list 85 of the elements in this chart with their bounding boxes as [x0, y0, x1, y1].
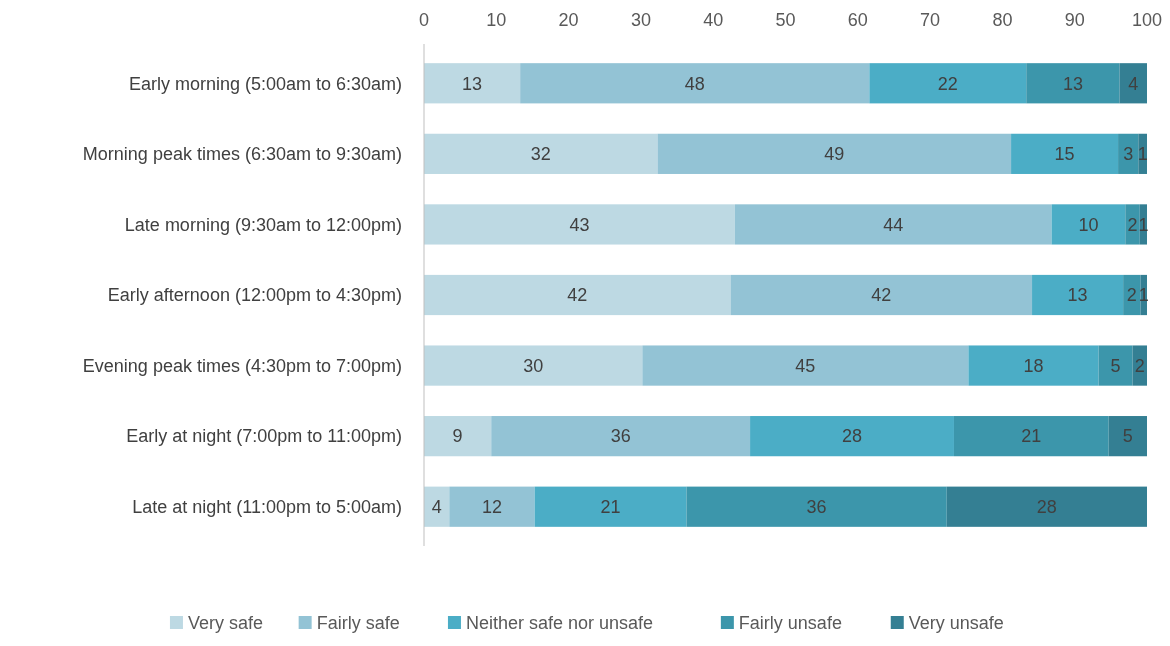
legend-label: Very safe [187, 613, 263, 634]
legend-label: Neither safe nor unsafe [465, 613, 654, 634]
y-tick-label: Early afternoon (12:00pm to 4:30pm) [107, 285, 402, 306]
data-label: 42 [567, 285, 588, 306]
x-tick-label: 100 [1131, 10, 1163, 30]
legend-label: Fairly unsafe [738, 613, 842, 634]
x-tick-label: 20 [558, 10, 579, 30]
x-tick-label: 50 [775, 10, 796, 30]
bar [491, 416, 751, 457]
bar [1108, 416, 1147, 457]
data-label: 28 [842, 426, 863, 447]
data-label: 32 [530, 144, 551, 165]
data-label: 36 [806, 497, 827, 518]
bar [424, 133, 658, 174]
bar [424, 274, 731, 316]
bar [750, 416, 954, 457]
bar [424, 63, 521, 104]
legend-label: Fairly safe [316, 613, 400, 634]
data-label: 43 [569, 214, 590, 235]
y-tick-label: Evening peak times (4:30pm to 7:00pm) [82, 355, 402, 376]
bar [730, 274, 1033, 316]
data-label: 13 [1067, 285, 1088, 306]
bar [869, 63, 1027, 104]
data-label: 42 [871, 285, 892, 306]
data-label: 1 [1137, 144, 1148, 165]
y-tick-label: Late at night (11:00pm to 5:00am) [132, 497, 402, 518]
bar [953, 416, 1109, 457]
data-label: 2 [1134, 355, 1145, 376]
data-label: 5 [1110, 355, 1121, 376]
data-label: 22 [937, 73, 958, 94]
data-label: 2 [1127, 214, 1138, 235]
data-label: 21 [600, 497, 621, 518]
bar [734, 204, 1052, 245]
y-tick-label: Morning peak times (6:30am to 9:30am) [82, 144, 402, 165]
bar [534, 486, 687, 527]
bar [1011, 133, 1119, 174]
data-label: 10 [1078, 214, 1099, 235]
bar [1032, 274, 1124, 316]
bar [520, 63, 870, 104]
x-tick-label: 10 [486, 10, 507, 30]
x-tick-label: 40 [703, 10, 724, 30]
data-label: 36 [610, 426, 631, 447]
x-tick-label: 80 [992, 10, 1013, 30]
bar [968, 345, 1099, 386]
bar [1125, 204, 1140, 245]
data-label: 28 [1036, 497, 1057, 518]
x-tick-label: 30 [630, 10, 651, 30]
legend-label: Very unsafe [908, 613, 1004, 634]
data-label: 5 [1122, 426, 1133, 447]
bar [424, 345, 643, 386]
bar [424, 416, 492, 457]
data-label: 13 [1062, 73, 1083, 94]
bar [424, 204, 735, 245]
bar [946, 486, 1147, 527]
data-label: 30 [523, 355, 544, 376]
data-label: 15 [1054, 144, 1075, 165]
bar [1138, 133, 1147, 174]
data-label: 44 [883, 214, 904, 235]
data-label: 4 [431, 497, 442, 518]
bar [1119, 63, 1147, 104]
data-label: 45 [795, 355, 816, 376]
data-label: 13 [462, 73, 483, 94]
y-tick-label: Early at night (7:00pm to 11:00pm) [126, 426, 402, 447]
bar [657, 133, 1012, 174]
bar [1098, 345, 1133, 386]
data-label: 12 [481, 497, 502, 518]
x-tick-label: 70 [920, 10, 941, 30]
bar [1051, 204, 1126, 245]
x-tick-label: 0 [418, 10, 430, 30]
y-tick-label: Late morning (9:30am to 12:00pm) [124, 214, 402, 235]
bar [642, 345, 969, 386]
data-label: 18 [1023, 355, 1044, 376]
data-label: 48 [684, 73, 705, 94]
data-label: 2 [1126, 285, 1137, 306]
data-label: 9 [452, 426, 463, 447]
data-label: 21 [1021, 426, 1042, 447]
data-label: 4 [1128, 73, 1139, 94]
y-tick-label: Early morning (5:00am to 6:30am) [128, 73, 402, 94]
x-tick-label: 60 [847, 10, 868, 30]
x-tick-label: 90 [1064, 10, 1085, 30]
bar [686, 486, 947, 527]
bar [449, 486, 535, 527]
bar [1026, 63, 1120, 104]
data-label: 3 [1123, 144, 1134, 165]
data-label: 49 [824, 144, 845, 165]
